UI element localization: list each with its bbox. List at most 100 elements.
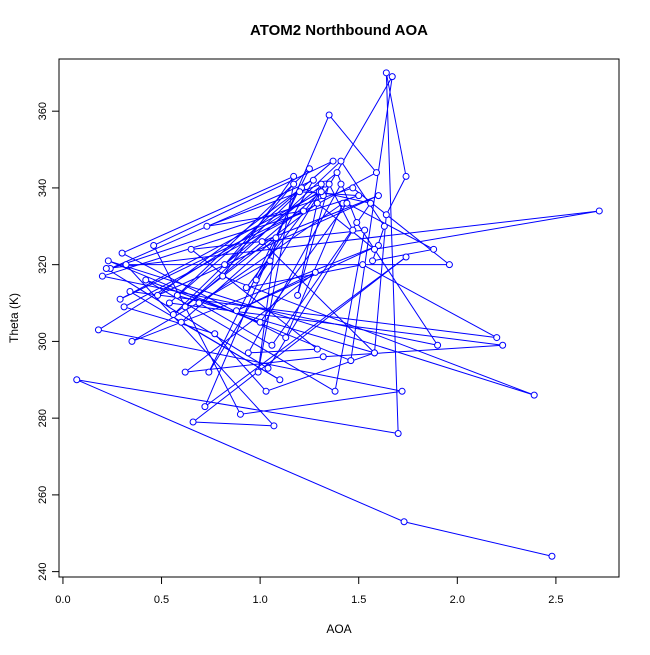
data-point [169, 311, 177, 319]
data-point [189, 418, 197, 426]
data-point [398, 387, 406, 395]
data-point [154, 291, 162, 299]
data-point [104, 257, 112, 265]
data-point [256, 318, 264, 326]
data-point [369, 257, 377, 265]
series-segment [184, 271, 316, 373]
series-segment [385, 72, 407, 177]
series-segment [255, 260, 271, 281]
data-point [347, 357, 355, 365]
series-segment [259, 202, 348, 323]
data-point [126, 288, 134, 296]
series-segment [204, 256, 407, 408]
data-point [361, 226, 369, 234]
data-point [181, 368, 189, 376]
series-segment [119, 210, 304, 300]
data-point [499, 341, 507, 349]
data-point [380, 222, 388, 230]
series-segment [323, 344, 503, 358]
series-segment [346, 202, 434, 250]
data-point [203, 222, 211, 230]
series-segment [385, 72, 399, 434]
series-segment [322, 76, 393, 196]
data-point [530, 391, 538, 399]
series-segment [334, 230, 366, 392]
x-tick-label: 0.0 [55, 594, 70, 606]
data-point [244, 349, 252, 357]
series-segment [224, 172, 338, 266]
series-segment [184, 191, 322, 308]
data-point [333, 169, 341, 177]
data-point [98, 272, 106, 280]
data-point [325, 180, 333, 188]
series-segment [248, 348, 318, 354]
data-point [372, 169, 380, 177]
data-point [402, 172, 410, 180]
data-point [270, 422, 278, 430]
data-point [118, 249, 126, 257]
series-segment [208, 183, 326, 373]
series-segment [76, 379, 399, 434]
data-point [337, 180, 345, 188]
series-segment [193, 421, 274, 427]
data-point [349, 184, 357, 192]
x-tick-label: 1.0 [252, 594, 267, 606]
data-point [319, 353, 327, 361]
data-point [201, 403, 209, 411]
x-tick-label: 2.0 [450, 594, 465, 606]
series-segment [374, 210, 600, 250]
series-segment [352, 187, 450, 266]
x-axis-label: AOA [326, 622, 351, 636]
series-segment [257, 183, 295, 373]
series-segment [169, 160, 334, 304]
data-point [317, 180, 325, 188]
data-point [355, 192, 363, 200]
series-segment [247, 183, 342, 354]
data-point [595, 207, 603, 215]
series-segment [98, 329, 403, 392]
data-point [282, 334, 290, 342]
data-point [165, 299, 173, 307]
data-point [349, 226, 357, 234]
series-segment [106, 268, 269, 369]
series-segment [261, 241, 375, 354]
series-lines [76, 72, 600, 557]
series-segment [119, 191, 322, 300]
x-axis: 0.0 0.5 1.0 1.5 2.0 2.5 [55, 576, 564, 606]
series-segment [198, 302, 273, 346]
data-point [305, 165, 313, 173]
data-point [232, 307, 240, 315]
series-segment [206, 210, 304, 227]
series-segment [373, 214, 387, 353]
series-segment [102, 275, 438, 346]
y-axis-label: Theta (K) [7, 293, 21, 343]
data-point [430, 245, 438, 253]
data-point [276, 376, 284, 384]
data-point [296, 188, 304, 196]
series-segment [108, 260, 535, 396]
data-point [258, 238, 266, 246]
x-tick-label: 0.5 [154, 594, 169, 606]
data-point [102, 265, 110, 273]
data-point [402, 253, 410, 261]
data-point [434, 341, 442, 349]
data-point [116, 295, 124, 303]
data-point [177, 318, 185, 326]
data-point [195, 299, 203, 307]
series-segment [362, 264, 497, 339]
data-point [294, 291, 302, 299]
series-segment [181, 321, 281, 381]
series-segment [403, 521, 553, 557]
x-tick-label: 1.5 [351, 594, 366, 606]
data-point [382, 211, 390, 219]
series-segment [106, 210, 600, 269]
series-segment [267, 229, 354, 369]
data-point [311, 268, 319, 276]
data-point [128, 337, 136, 345]
data-point [353, 218, 361, 226]
data-point [370, 245, 378, 253]
series-segment [299, 191, 359, 197]
series-segment [385, 176, 407, 216]
data-point [221, 261, 229, 269]
series-segment [316, 202, 375, 250]
